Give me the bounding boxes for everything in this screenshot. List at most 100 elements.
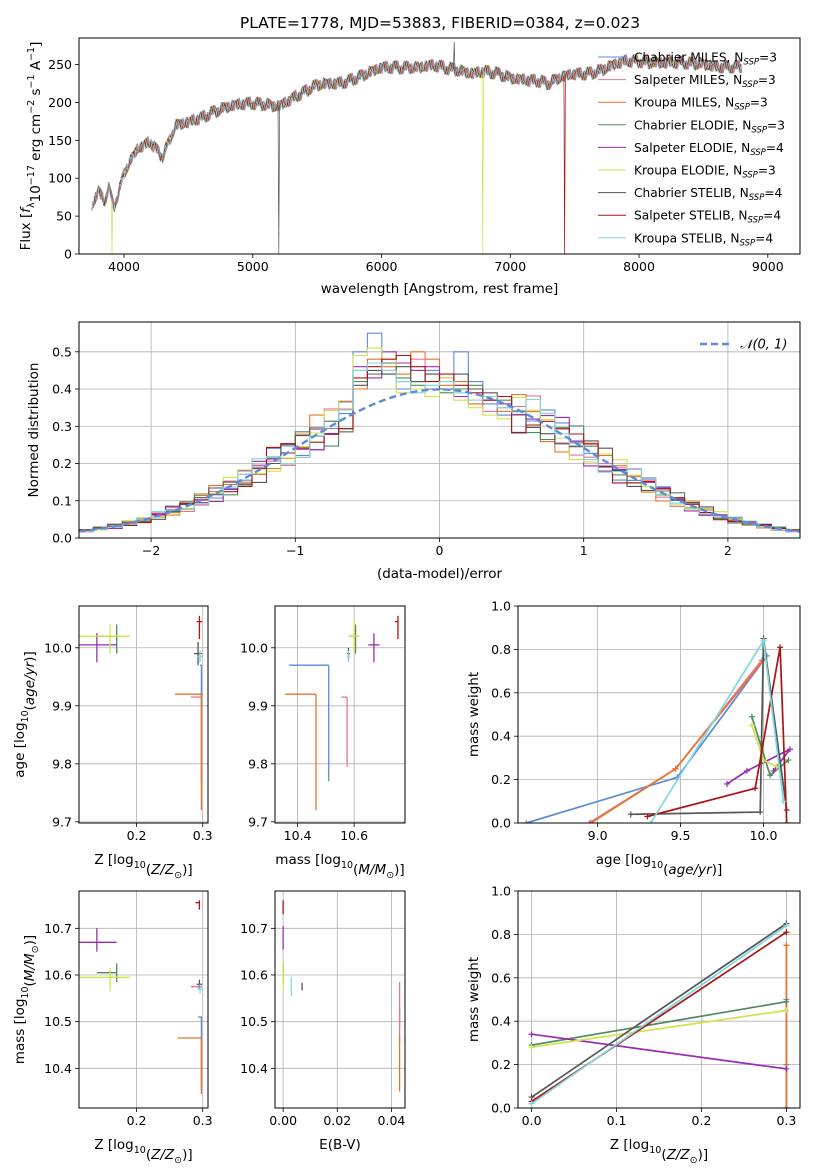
spectrum-xtick-label: 7000 [494, 259, 526, 274]
weight-line-chabrier-elodie [531, 1000, 787, 1046]
mass-vs-Z-panel: 0.2 0.3 10.4 10.5 10.6 10.7 Z [log10(Z/Z⊙)] mas… [12, 890, 213, 1166]
weight-marker-chabrier-elodie [783, 998, 790, 1005]
mass-vs-EBV-xtick-label: 0.02 [323, 1113, 351, 1128]
spectrum-xtick-label: 9000 [752, 259, 784, 274]
residuals-ytick-label: 0.5 [52, 344, 72, 359]
weight-marker-salpeter-elodie [787, 746, 794, 753]
weight-marker-chabrier-elodie [748, 713, 755, 720]
spectrum-xtick-label: 4000 [108, 259, 140, 274]
mass-weight-vs-Z-marks [528, 920, 790, 1108]
point-chabrier-miles [289, 664, 330, 782]
spectrum-xtick-label: 6000 [366, 259, 398, 274]
weight-line-chabrier-stelib [531, 922, 787, 1098]
weight-marker-salpeter-stelib [644, 813, 651, 820]
spectrum-ytick-label: 0 [64, 247, 72, 262]
mass-vs-EBV-marks [282, 900, 401, 1092]
residuals-xtick-label: −1 [286, 543, 304, 558]
legend-label-salpeter-miles: Salpeter MILES, NSSP=3 [634, 73, 776, 90]
spectrum-ytick-label: 100 [48, 171, 72, 186]
point-kroupa-stelib [196, 650, 203, 663]
age-vs-mass-xlabel: mass [log10(M/M⊙)] [275, 852, 404, 881]
age-vs-mass-axes-frame [274, 605, 406, 824]
weight-marker-kroupa-stelib [647, 820, 654, 823]
mass-vs-Z-xlabel: Z [log10(Z/Z⊙)] [94, 1137, 192, 1166]
legend-label-kroupa-miles: Kroupa MILES, NSSP=3 [634, 96, 768, 113]
spectrum-line-kroupa-stelib [91, 54, 742, 212]
weight-marker-kroupa-stelib [783, 922, 790, 929]
weight-marker-kroupa-stelib [780, 798, 787, 805]
weight-line-salpeter-elodie [531, 1033, 787, 1070]
mass-weight-vs-Z-ytick-label: 1.0 [491, 884, 511, 899]
mass-weight-vs-Z-ytick-label: 0.4 [491, 1014, 511, 1029]
weight-marker-kroupa-miles [783, 1105, 790, 1108]
residuals-ytick-label: 0.3 [52, 419, 72, 434]
weight-marker-chabrier-miles [523, 820, 530, 823]
mass-weight-vs-Z-xtick-label: 0.3 [776, 1113, 796, 1128]
age-vs-mass-marks [284, 615, 399, 811]
age-vs-Z-grid [79, 606, 208, 823]
histogram-salpeter-elodie [79, 351, 800, 533]
mass-weight-vs-Z-ytick-label: 0.6 [491, 970, 511, 985]
weight-line-salpeter-elodie [726, 748, 791, 785]
age-vs-Z-xtick-label: 0.3 [193, 828, 213, 843]
legend-label-kroupa-elodie: Kroupa ELODIE, NSSP=3 [634, 164, 776, 181]
age-vs-mass-ytick-label: 9.9 [248, 698, 268, 713]
weight-line-kroupa-stelib [531, 925, 787, 1105]
weight-line-chabrier-miles [526, 655, 768, 823]
residuals-xtick-label: −2 [142, 543, 160, 558]
mass-weight-vs-age-ytick-label: 0.4 [491, 729, 511, 744]
age-vs-mass-ytick-label: 10.0 [240, 640, 268, 655]
residuals-ytick-label: 0.2 [52, 456, 72, 471]
mass-vs-Z-ytick-label: 10.7 [44, 921, 72, 936]
residuals-ytick-label: 0.4 [52, 382, 72, 397]
mass-vs-Z-ytick-label: 10.4 [44, 1061, 72, 1076]
legend-label-kroupa-stelib: Kroupa STELIB, NSSP=4 [634, 231, 773, 248]
mass-weight-vs-age-xtick-label: 9.5 [671, 828, 691, 843]
mass-weight-vs-age-panel: 9.0 9.5 10.0 0.0 0.2 0.4 0.6 0.8 1.0 age [log10(a… [466, 599, 801, 878]
mass-weight-vs-age-frame: 9.0 9.5 10.0 0.0 0.2 0.4 0.6 0.8 1.0 age [log10(a… [466, 599, 801, 878]
mass-vs-EBV-grid [275, 891, 405, 1108]
residuals-panel: −2 −1 0 1 2 0.0 0.1 0.2 0.3 0.4 0.5 𝒩(0, 1) (data-mo… [26, 321, 801, 582]
point-salpeter-elodie [368, 633, 380, 663]
weight-marker-kroupa-elodie [783, 1007, 790, 1014]
spectrum-xlabel: wavelength [Angstrom, rest frame] [321, 281, 559, 297]
weight-marker-salpeter-stelib [783, 820, 790, 823]
spectrum-ytick-label: 250 [48, 57, 72, 72]
mass-weight-vs-age-axes-frame [517, 605, 801, 824]
age-vs-Z-ytick-label: 10.0 [44, 640, 72, 655]
point-kroupa-miles [174, 693, 203, 811]
mass-weight-vs-age-xtick-label: 10.0 [750, 828, 778, 843]
weight-marker-chabrier-elodie [785, 757, 792, 764]
mass-vs-EBV-xtick-label: 0.04 [378, 1113, 406, 1128]
mass-weight-vs-Z-ytick-label: 0.2 [491, 1057, 511, 1072]
weight-line-kroupa-miles [590, 659, 765, 823]
legend-label-chabrier-elodie: Chabrier ELODIE, NSSP=3 [634, 118, 785, 135]
age-vs-mass-frame: 10.4 10.6 9.7 9.8 9.9 10.0 mass [log10(M/M⊙)] [240, 605, 406, 881]
point-kroupa-elodie [79, 624, 130, 654]
age-vs-Z-xlabel: Z [log10(Z/Z⊙)] [94, 852, 192, 881]
mass-vs-EBV-xlabel: E(B-V) [319, 1137, 361, 1153]
age-vs-Z-ytick-label: 9.8 [52, 756, 72, 771]
mass-vs-EBV-xtick-label: 0.00 [269, 1113, 297, 1128]
mass-weight-vs-Z-ytick-label: 0.0 [491, 1101, 511, 1116]
spectrum-legend: Chabrier MILES, NSSP=3 Salpeter MILES, NS… [598, 51, 785, 248]
spectrum-ytick-label: 150 [48, 133, 72, 148]
weight-marker-chabrier-stelib [757, 809, 764, 816]
weight-marker-chabrier-stelib [627, 811, 634, 818]
mass-vs-EBV-axes-frame [274, 890, 406, 1109]
weight-marker-salpeter-stelib [752, 785, 759, 792]
spectrum-ylabel: Flux [fλ10−17 erg cm−2 s−1 A−1] [18, 42, 44, 251]
age-vs-mass-ytick-label: 9.7 [248, 814, 268, 829]
spectrum-axes-frame [78, 37, 801, 255]
spectrum-ytick-label: 200 [48, 95, 72, 110]
mass-vs-Z-marks [79, 900, 203, 1094]
age-vs-Z-xtick-label: 0.2 [127, 828, 147, 843]
age-vs-Z-ylabel: age [log10(age/yr)] [12, 651, 38, 777]
mass-weight-vs-Z-grid [518, 890, 800, 1109]
mass-vs-Z-frame: 0.2 0.3 10.4 10.5 10.6 10.7 Z [log10(Z/Z⊙)] mas… [12, 890, 213, 1166]
point-salpeter-stelib [395, 615, 399, 640]
age-vs-mass-xtick-label: 10.6 [340, 828, 368, 843]
plot-layer: 4000 5000 6000 7000 8000 9000 0 50 100 150 200 250 w… [12, 37, 801, 1166]
weight-marker-kroupa-elodie [528, 1044, 535, 1051]
